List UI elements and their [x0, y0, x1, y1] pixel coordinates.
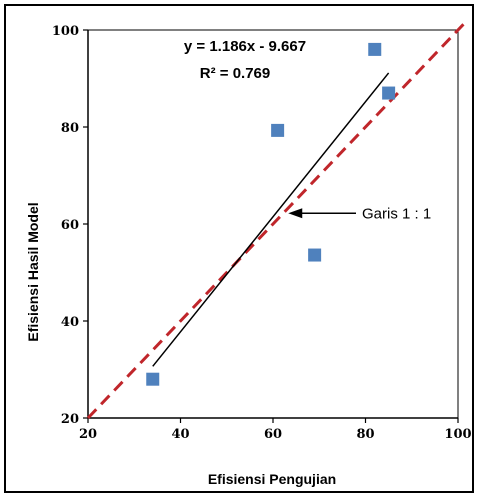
data-point	[271, 123, 285, 137]
data-point	[382, 86, 396, 100]
arrow-head-icon	[288, 208, 303, 219]
trendline-equation: y = 1.186x - 9.667	[184, 38, 306, 55]
reference-line-1-1	[86, 19, 469, 420]
y-tick-label: 20	[61, 412, 79, 427]
x-tick-label: 100	[444, 427, 471, 442]
y-tick-label: 60	[61, 218, 79, 233]
x-tick-label: 80	[356, 427, 374, 442]
reference-line-annotation: Garis 1 : 1	[288, 205, 431, 222]
data-point	[146, 372, 160, 386]
x-tick-label: 20	[79, 427, 97, 442]
y-axis-label: Efisiensi Hasil Model	[25, 202, 41, 341]
y-ticks: 20 40 60 80 100	[52, 24, 88, 427]
reference-line-label: Garis 1 : 1	[362, 205, 431, 222]
r-squared-label: R² = 0.769	[200, 65, 270, 82]
x-axis-label: Efisiensi Pengujian	[208, 471, 336, 487]
y-tick-label: 100	[52, 24, 79, 39]
data-point	[368, 42, 382, 56]
data-points	[146, 42, 396, 386]
x-ticks: 20 40 60 80 100	[79, 418, 472, 442]
data-point	[308, 248, 322, 262]
x-tick-label: 60	[264, 427, 282, 442]
chart-frame	[4, 4, 474, 493]
x-tick-label: 40	[171, 427, 189, 442]
y-tick-label: 80	[61, 121, 79, 136]
y-tick-label: 40	[61, 315, 79, 330]
trendline	[152, 72, 390, 367]
